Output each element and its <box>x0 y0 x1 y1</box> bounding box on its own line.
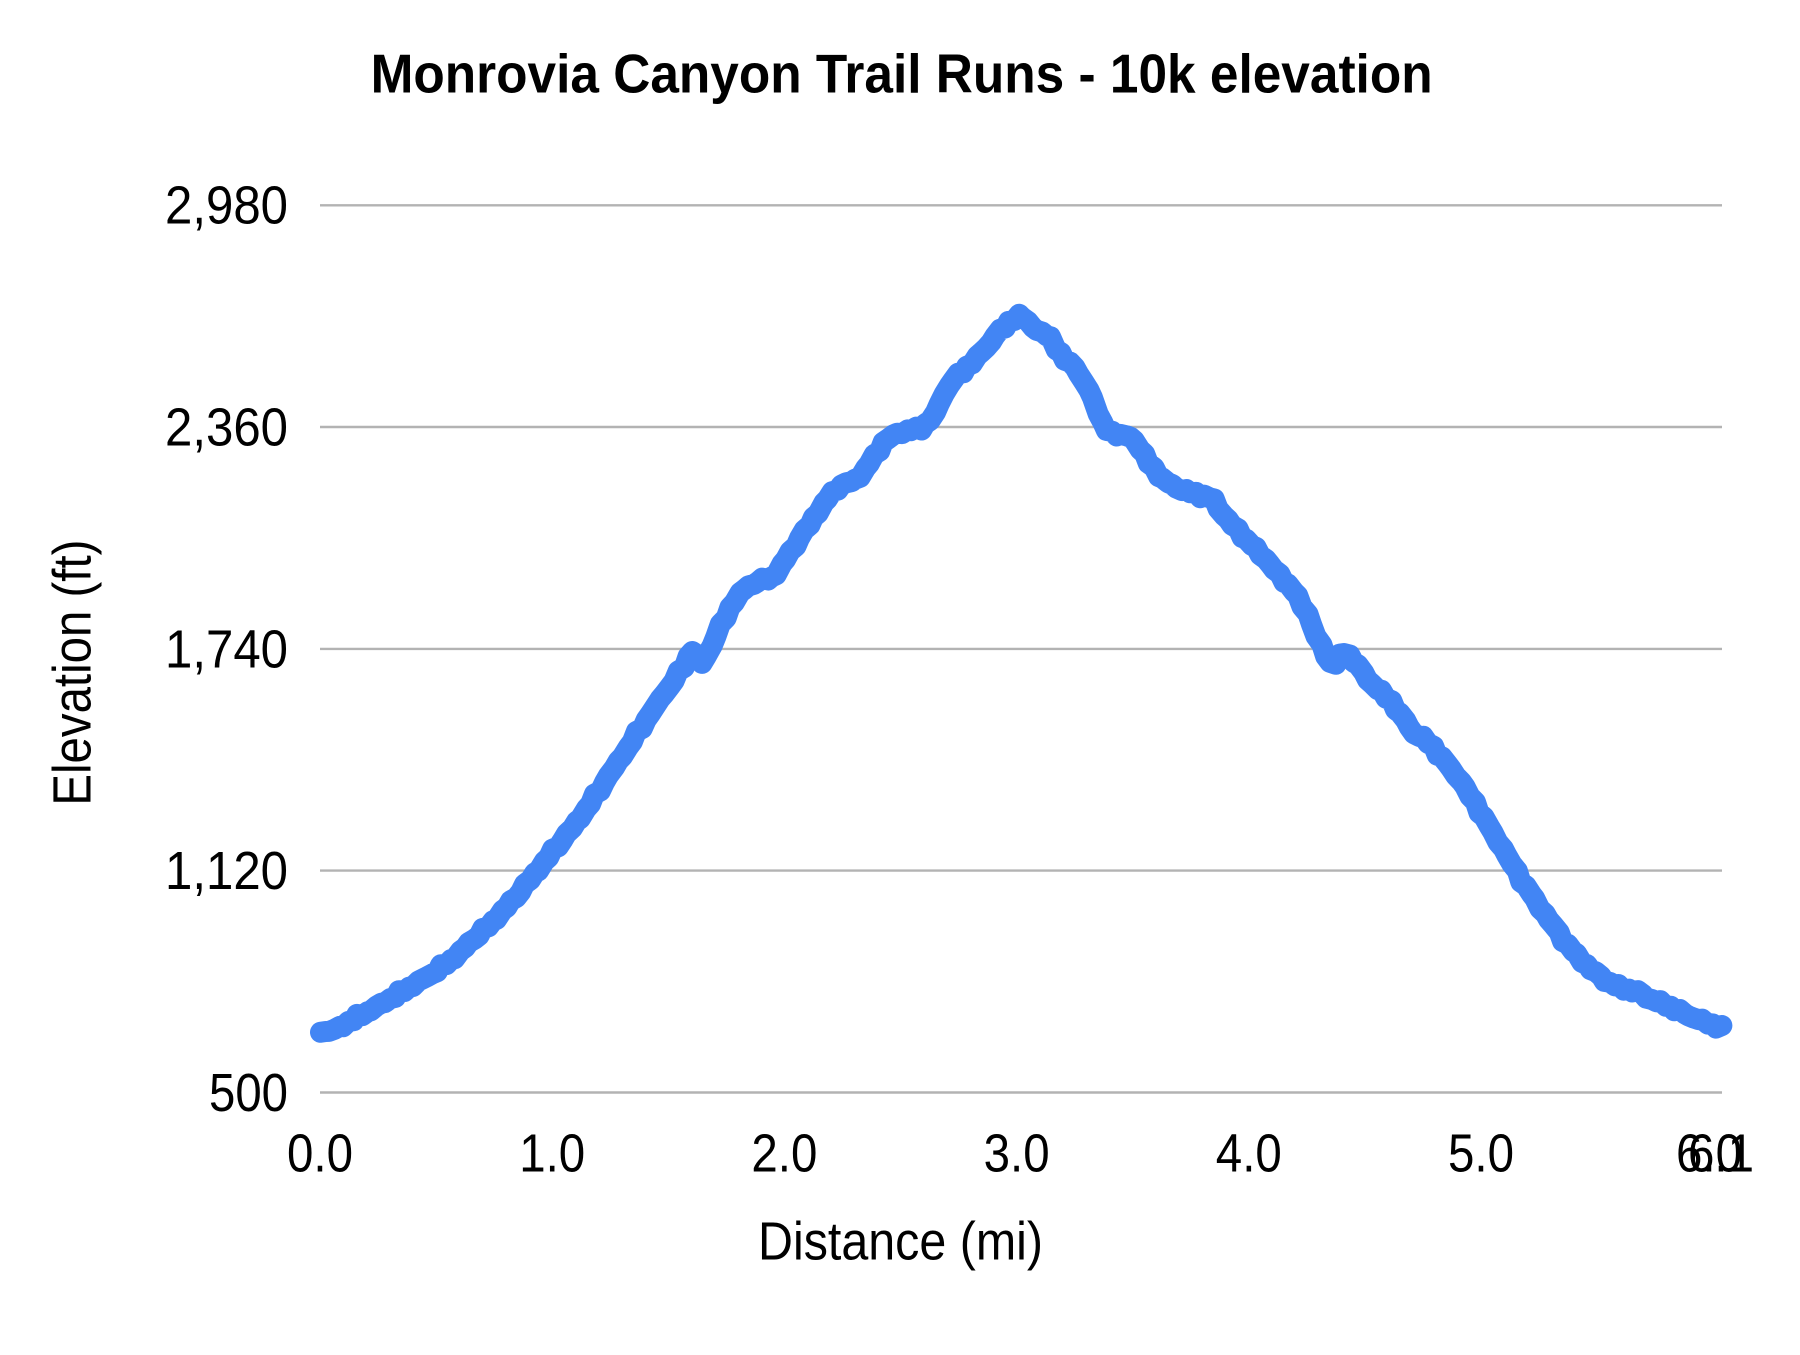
svg-text:Distance (mi): Distance (mi) <box>758 1212 1043 1272</box>
svg-text:2.0: 2.0 <box>751 1125 817 1184</box>
svg-text:Elevation (ft): Elevation (ft) <box>43 540 103 806</box>
svg-text:0.0: 0.0 <box>287 1125 353 1184</box>
svg-text:2,980: 2,980 <box>165 177 288 236</box>
svg-text:1.0: 1.0 <box>519 1125 585 1184</box>
svg-text:5.0: 5.0 <box>1448 1125 1514 1184</box>
svg-text:1,740: 1,740 <box>165 620 288 679</box>
svg-text:6.1: 6.1 <box>1688 1125 1754 1184</box>
svg-text:4.0: 4.0 <box>1216 1125 1282 1184</box>
svg-text:500: 500 <box>209 1064 288 1123</box>
svg-text:Monrovia Canyon Trail Runs - 1: Monrovia Canyon Trail Runs - 10k elevati… <box>371 43 1433 105</box>
svg-text:6.0: 6.0 <box>1676 1125 1742 1184</box>
svg-text:2,360: 2,360 <box>165 398 288 457</box>
svg-text:1,120: 1,120 <box>165 842 288 901</box>
svg-text:3.0: 3.0 <box>984 1125 1050 1184</box>
